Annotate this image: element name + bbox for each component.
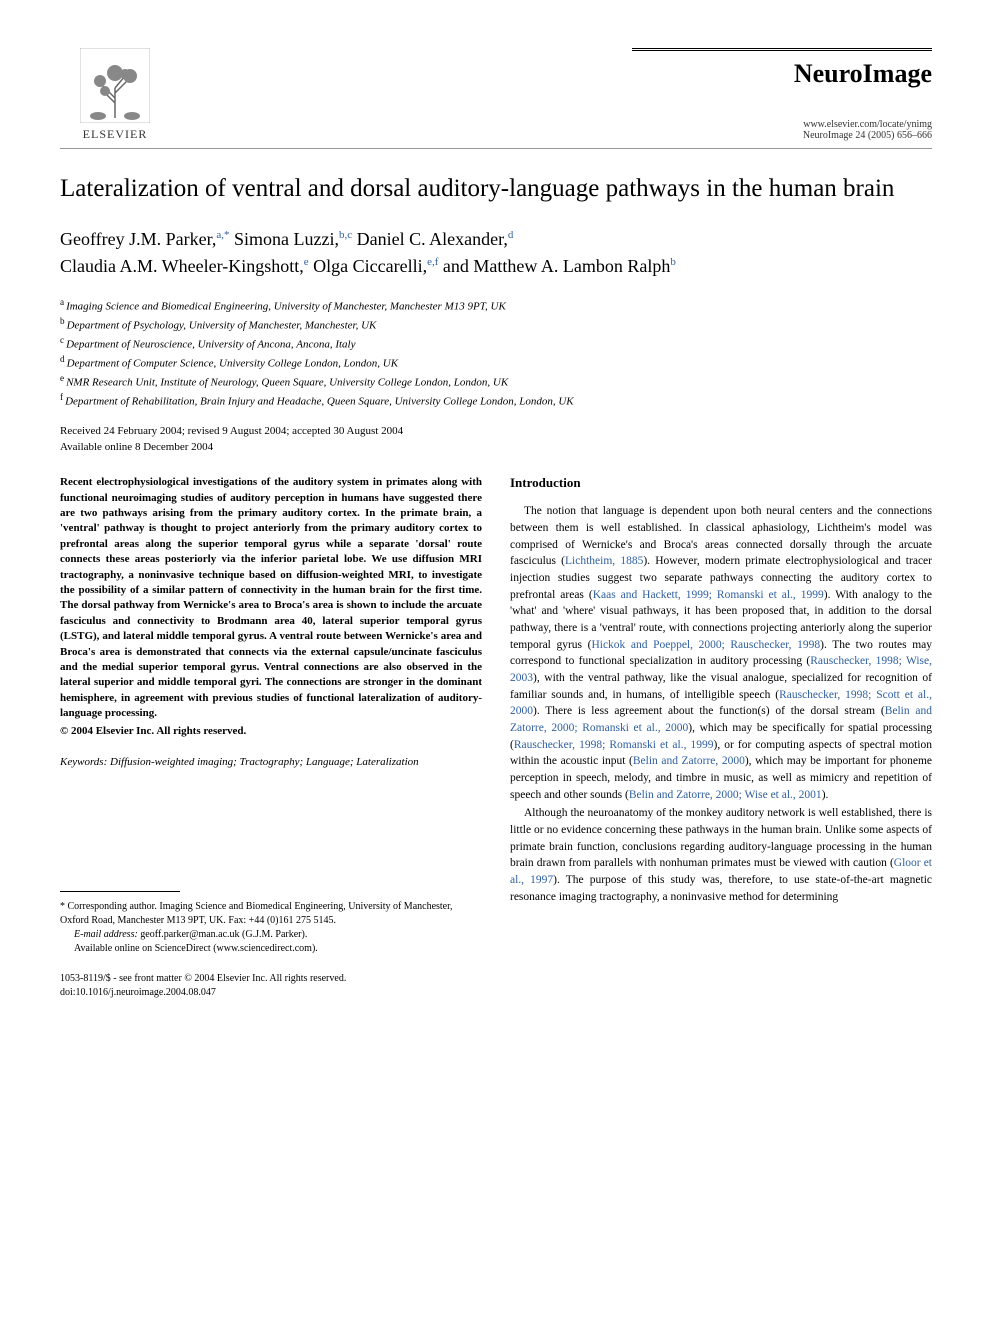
author-5-aff: e,f	[427, 256, 438, 268]
dates-online: Available online 8 December 2004	[60, 440, 932, 455]
author-1: Geoffrey J.M. Parker,	[60, 229, 216, 249]
abstract-text: Recent electrophysiological investigatio…	[60, 475, 482, 721]
affiliation-d: dDepartment of Computer Science, Univers…	[60, 353, 932, 372]
journal-citation: NeuroImage 24 (2005) 656–666	[632, 130, 932, 141]
two-column-layout: Recent electrophysiological investigatio…	[60, 475, 932, 1000]
affiliations: aImaging Science and Biomedical Engineer…	[60, 296, 932, 411]
availability-line: Available online on ScienceDirect (www.s…	[74, 942, 482, 956]
author-2: Simona Luzzi,	[234, 229, 339, 249]
right-column: Introduction The notion that language is…	[510, 475, 932, 1000]
author-2-aff: b,c	[339, 229, 352, 241]
author-5: Olga Ciccarelli,	[313, 256, 427, 276]
email-label: E-mail address:	[74, 929, 138, 940]
email-address: geoff.parker@man.ac.uk (G.J.M. Parker).	[140, 929, 307, 940]
publisher-name: ELSEVIER	[83, 127, 148, 142]
affiliation-c: cDepartment of Neuroscience, University …	[60, 334, 932, 353]
author-6-aff: b	[670, 256, 676, 268]
affiliation-e: eNMR Research Unit, Institute of Neurolo…	[60, 372, 932, 391]
author-3-aff: d	[508, 229, 514, 241]
keywords-list: Diffusion-weighted imaging; Tractography…	[110, 756, 419, 768]
article-title: Lateralization of ventral and dorsal aud…	[60, 173, 932, 206]
affiliation-a: aImaging Science and Biomedical Engineer…	[60, 296, 932, 315]
ref-belin-wise[interactable]: Belin and Zatorre, 2000; Wise et al., 20…	[629, 789, 822, 801]
keywords-label: Keywords:	[60, 756, 107, 768]
intro-paragraph-1: The notion that language is dependent up…	[510, 503, 932, 803]
affiliation-f: fDepartment of Rehabilitation, Brain Inj…	[60, 391, 932, 410]
corresponding-author-footnote: * Corresponding author. Imaging Science …	[60, 900, 482, 956]
ref-rauschecker-romanski[interactable]: Rauschecker, 1998; Romanski et al., 1999	[514, 739, 714, 751]
authors: Geoffrey J.M. Parker,a,* Simona Luzzi,b,…	[60, 226, 932, 280]
left-column: Recent electrophysiological investigatio…	[60, 475, 482, 1000]
bottom-matter: 1053-8119/$ - see front matter © 2004 El…	[60, 972, 482, 1000]
footnote-separator	[60, 891, 180, 892]
ref-belin-zatorre[interactable]: Belin and Zatorre, 2000	[633, 755, 745, 767]
author-3: Daniel C. Alexander,	[357, 229, 508, 249]
journal-title: NeuroImage	[632, 59, 932, 89]
author-1-aff: a,*	[216, 229, 229, 241]
ref-lichtheim[interactable]: Lichtheim, 1885	[565, 555, 643, 567]
email-line: E-mail address: geoff.parker@man.ac.uk (…	[74, 928, 482, 942]
intro-paragraph-2: Although the neuroanatomy of the monkey …	[510, 805, 932, 905]
ref-kaas-romanski[interactable]: Kaas and Hackett, 1999; Romanski et al.,…	[593, 589, 824, 601]
journal-block: NeuroImage www.elsevier.com/locate/ynimg…	[632, 48, 932, 141]
ref-hickok-rauschecker[interactable]: Hickok and Poeppel, 2000; Rauschecker, 1…	[591, 639, 820, 651]
keywords: Keywords: Diffusion-weighted imaging; Tr…	[60, 755, 482, 770]
dates-received: Received 24 February 2004; revised 9 Aug…	[60, 424, 932, 439]
journal-url: www.elsevier.com/locate/ynimg	[632, 119, 932, 130]
intro-heading: Introduction	[510, 475, 932, 491]
elsevier-tree-icon	[80, 48, 150, 123]
intro-body: The notion that language is dependent up…	[510, 503, 932, 905]
article-dates: Received 24 February 2004; revised 9 Aug…	[60, 424, 932, 455]
issn-line: 1053-8119/$ - see front matter © 2004 El…	[60, 972, 482, 986]
page-header: ELSEVIER NeuroImage www.elsevier.com/loc…	[60, 48, 932, 149]
publisher-logo-block: ELSEVIER	[60, 48, 170, 142]
affiliation-b: bDepartment of Psychology, University of…	[60, 315, 932, 334]
abstract-copyright: © 2004 Elsevier Inc. All rights reserved…	[60, 725, 482, 737]
author-4: Claudia A.M. Wheeler-Kingshott,	[60, 256, 304, 276]
doi-line: doi:10.1016/j.neuroimage.2004.08.047	[60, 986, 482, 1000]
corr-author-text: * Corresponding author. Imaging Science …	[60, 900, 482, 928]
author-4-aff: e	[304, 256, 309, 268]
author-6: and Matthew A. Lambon Ralph	[443, 256, 670, 276]
